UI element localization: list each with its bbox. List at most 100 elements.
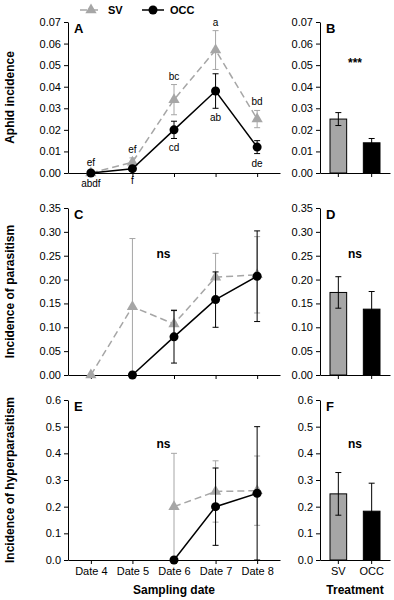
y-tick-mark [64,44,68,45]
y-tick-label: 0.30 [292,226,313,238]
y-tick-mark [316,208,320,209]
y-tick-mark [64,108,68,109]
x-tick-label: Date 7 [200,565,232,577]
y-tick-label: 0.25 [40,250,61,262]
y-tick-label: 0.01 [292,145,313,157]
y-tick-mark [316,480,320,481]
y-tick-label: 0.03 [292,102,313,114]
y-axis-line [320,23,321,174]
x-tick [257,173,258,177]
y-tick: 0.01 [292,145,320,157]
x-tick-mark [338,375,339,379]
series-line [91,91,257,173]
x-tick-mark [338,173,339,177]
y-tick-label: 0.0 [298,554,313,566]
y-tick-mark [316,375,320,376]
x-axis: SVOCC [321,560,391,577]
x-tick [174,173,175,177]
x-axis [69,375,281,379]
y-tick-mark [64,87,68,88]
y-tick-label: 0.25 [292,250,313,262]
y-tick: 0.1 [298,527,320,539]
panel-letter: D [326,207,335,222]
plot-texts: B*** [326,21,362,70]
y-tick-mark [64,173,68,174]
y-tick: 0.15 [292,297,320,309]
x-tick [338,375,339,379]
series-line [91,275,257,375]
point [211,502,220,511]
y-tick-mark [316,44,320,45]
y-tick-label: 0.05 [292,345,313,357]
y-tick: 0.02 [40,124,68,136]
y-tick-mark [316,87,320,88]
x-tick-mark [257,560,258,564]
panel: 0.000.010.020.030.040.050.060.07efefbcab… [3,16,281,189]
y-tick-label: 0.20 [292,274,313,286]
error-bar [369,483,375,539]
x-tick [216,173,217,177]
y-axis-line [68,23,69,174]
y-tick-label: 0.04 [292,81,313,93]
y-tick-mark [316,232,320,233]
x-tick-label: Date 6 [158,565,190,577]
y-tick-label: 0.05 [40,345,61,357]
y-tick-mark [316,256,320,257]
y-tick: 0.3 [298,474,320,486]
y-tick-label: 0.07 [40,16,61,28]
point [210,44,221,54]
y-tick-mark [64,453,68,454]
y-tick-mark [64,427,68,428]
y-tick-label: 0.2 [298,501,313,513]
y-tick: 0.20 [292,274,320,286]
y-axis: 0.000.010.020.030.040.050.060.07 [40,16,69,179]
y-axis-title: Incidence of parasitism [3,225,17,358]
x-axis-title: Treatment [326,583,383,597]
y-tick-label: 0.15 [292,297,313,309]
point-label: ab [210,112,222,123]
error-bar [335,277,341,308]
y-tick: 0.00 [40,167,68,179]
y-tick: 0.25 [40,250,68,262]
point-label: a [213,17,219,28]
y-tick-mark [64,65,68,66]
y-tick: 0.1 [46,527,68,539]
panel: 0.00.10.20.30.40.50.6SVOCCFnsTreatment [298,394,391,597]
point-label: ef [87,157,96,168]
x-tick-label: OCC [359,565,384,577]
y-axis: 0.00.10.20.30.40.50.6 [46,394,69,566]
y-tick: 0.4 [46,447,68,459]
point [128,371,137,380]
x-axis-title: Sampling date [133,583,215,597]
y-tick-label: 0.00 [40,369,61,381]
plot-texts: Ens [74,399,171,451]
x-tick-mark [174,375,175,379]
y-tick-label: 0.3 [46,474,61,486]
point [253,272,262,281]
y-tick-mark [316,151,320,152]
y-tick-label: 0.20 [40,274,61,286]
series-line [91,50,257,173]
y-tick: 0.04 [292,81,320,93]
y-tick-mark [316,427,320,428]
y-tick-mark [64,400,68,401]
annotation: *** [348,56,362,70]
y-tick-mark [316,173,320,174]
x-tick [371,173,372,177]
plot-marks [330,473,380,560]
y-tick: 0.03 [292,102,320,114]
annotation: ns [156,437,170,451]
y-tick-label: 0.35 [292,202,313,214]
y-tick: 0.00 [292,167,320,179]
y-tick: 0.06 [292,38,320,50]
y-axis: 0.000.050.100.150.200.250.300.35 [292,202,321,381]
x-tick-label: Date 8 [241,565,273,577]
y-axis: 0.00.10.20.30.40.50.6 [298,394,321,566]
point [252,113,263,123]
legend-marker [85,3,96,13]
x-tick-mark [371,560,372,564]
point [168,500,179,510]
plot-texts: Dns [326,207,362,261]
figure: 0.000.010.020.030.040.050.060.07efefbcab… [0,0,394,600]
point [253,489,262,498]
